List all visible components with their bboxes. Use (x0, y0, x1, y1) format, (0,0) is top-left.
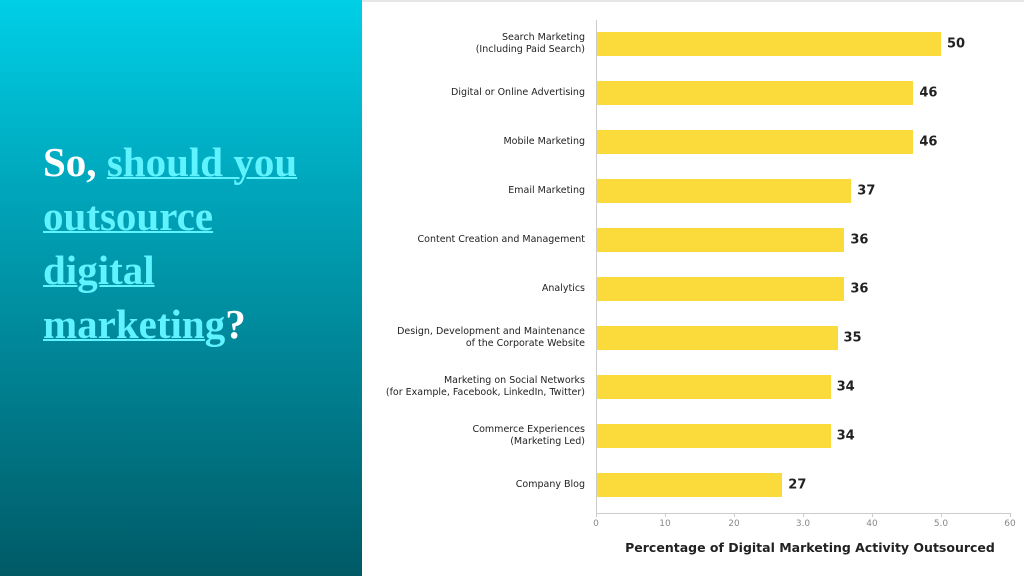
value-label: 35 (843, 330, 862, 346)
bar (596, 130, 914, 154)
y-axis (596, 20, 597, 513)
bar (596, 326, 838, 350)
category-label: Company Blog (515, 479, 585, 490)
tick-mark (941, 513, 942, 517)
tick-mark (665, 513, 666, 517)
heading: So, should you outsource digital marketi… (43, 135, 333, 351)
category-label: Design, Development and Maintenance of t… (397, 326, 585, 349)
bar (596, 375, 831, 399)
x-tick-label: 20 (728, 519, 740, 529)
category-label: Content Creation and Management (417, 234, 586, 245)
bar (596, 32, 941, 56)
bar (596, 81, 914, 105)
category-label: Digital or Online Advertising (451, 87, 585, 98)
left-panel (0, 0, 362, 576)
tick-mark (734, 513, 735, 517)
x-tick-label: 60 (1004, 519, 1016, 529)
category-label: Commerce Experiences (Marketing Led) (472, 424, 585, 447)
value-label: 46 (919, 134, 938, 150)
category-label: Marketing on Social Networks (for Exampl… (385, 375, 585, 398)
value-label: 36 (850, 232, 869, 248)
tick-mark (596, 513, 597, 517)
tick-mark (872, 513, 873, 517)
value-label: 37 (857, 183, 876, 199)
value-label: 27 (788, 477, 807, 493)
x-tick-label: 3.0 (795, 519, 811, 529)
value-label: 36 (850, 281, 869, 297)
heading-tail: ? (225, 301, 246, 347)
value-label: 34 (836, 379, 855, 395)
heading-link[interactable]: should you outsource digital marketing (43, 139, 298, 347)
category-label: Analytics (541, 283, 585, 294)
category-label: Email Marketing (508, 185, 585, 196)
bar (596, 179, 852, 203)
x-tick-label: 10 (659, 519, 671, 529)
value-label: 50 (947, 36, 966, 52)
bar (596, 277, 845, 301)
x-tick-label: 40 (866, 519, 878, 529)
bar (596, 473, 783, 497)
x-axis-label: Percentage of Digital Marketing Activity… (625, 540, 995, 555)
category-label: Search Marketing (Including Paid Search) (475, 32, 585, 55)
tick-mark (1010, 513, 1011, 517)
bar (596, 228, 845, 252)
x-tick-label: 5.0 (933, 519, 949, 529)
category-label: Mobile Marketing (503, 136, 585, 147)
x-tick-label: 0 (593, 519, 599, 529)
value-label: 34 (836, 428, 855, 444)
tick-mark (803, 513, 804, 517)
value-label: 46 (919, 85, 938, 101)
bar (596, 424, 831, 448)
heading-lead: So, (43, 139, 97, 185)
